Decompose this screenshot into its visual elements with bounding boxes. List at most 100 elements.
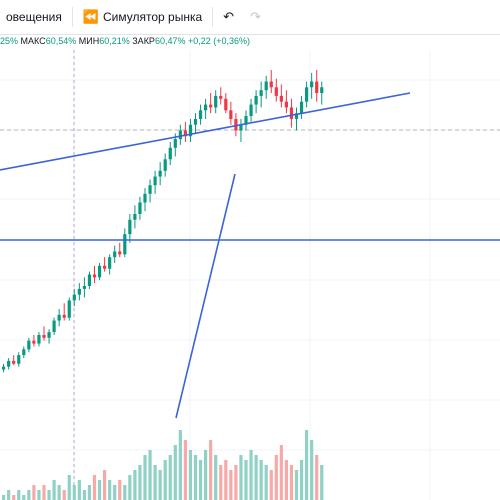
volume-bar	[183, 440, 187, 500]
candle-body	[12, 360, 16, 364]
undo-button[interactable]: ↶	[217, 0, 244, 34]
volume-bar	[193, 455, 198, 500]
candle-body	[163, 159, 167, 171]
volume-bar	[239, 455, 243, 500]
candle-body	[57, 314, 61, 321]
candle-body	[305, 87, 309, 102]
volume-bar	[143, 455, 147, 500]
candle-body	[32, 340, 36, 344]
volume-bar	[62, 490, 66, 500]
volume-bar	[67, 475, 71, 500]
candle-body	[294, 113, 299, 119]
volume-bar	[77, 480, 81, 500]
candle-body	[42, 334, 46, 338]
candle-body	[299, 101, 304, 114]
replay-label: Симулятор рынка	[103, 10, 203, 24]
candle-body	[2, 366, 6, 370]
volume-bar	[57, 485, 61, 500]
candle-body	[274, 87, 278, 96]
volume-bar	[320, 465, 324, 500]
candle-body	[72, 294, 76, 301]
volume-bar	[17, 490, 21, 500]
candle-body	[173, 139, 177, 148]
volume-bar	[284, 460, 288, 500]
candle-body	[87, 274, 92, 286]
volume-bar	[113, 485, 117, 500]
candle-body	[239, 124, 243, 131]
volume-bar	[123, 485, 127, 500]
volume-bar	[97, 480, 102, 500]
redo-button[interactable]: ↷	[244, 0, 271, 34]
candle-body	[219, 95, 223, 99]
candle-body	[168, 147, 172, 160]
ohlc-legend: 25% МАКС 60,54% МИН 60,21% ЗАКР 60,47% +…	[0, 36, 250, 50]
candle-body	[108, 257, 112, 269]
candle-body	[7, 360, 11, 367]
trendline	[0, 92, 411, 171]
candle-body	[244, 116, 248, 125]
volume-bar	[153, 465, 157, 500]
candle-body	[193, 118, 198, 125]
volume-bar	[103, 470, 107, 500]
volume-bar	[163, 460, 167, 500]
volume-bar	[42, 485, 46, 500]
candle-body	[214, 95, 218, 108]
volume-bar	[244, 460, 248, 500]
candle-body	[209, 104, 213, 108]
volume-bar	[249, 450, 253, 500]
volume-bar	[82, 490, 86, 500]
volume-bar	[118, 480, 122, 500]
volume-bar	[168, 455, 172, 500]
legend-low-label: МИН	[78, 36, 100, 46]
legend-low-value: 60,21%	[99, 36, 130, 46]
volume-bar	[7, 490, 11, 500]
volume-bar	[178, 430, 182, 500]
candle-body	[254, 95, 258, 105]
volume-bar	[158, 470, 162, 500]
volume-bar	[22, 495, 26, 500]
candle-body	[62, 314, 66, 318]
candle-body	[52, 320, 56, 333]
alerts-label: овещения	[6, 10, 62, 24]
candle-body	[27, 340, 31, 350]
candle-body	[188, 124, 193, 137]
candle-body	[143, 193, 147, 203]
volume-bar	[264, 465, 268, 500]
volume-bar	[188, 450, 193, 500]
candle-body	[249, 104, 253, 117]
candle-body	[204, 104, 208, 111]
replay-button[interactable]: ⏪ Симулятор рынка	[77, 0, 208, 34]
candle-body	[284, 101, 288, 108]
volume-bar	[138, 465, 142, 500]
candle-body	[315, 81, 319, 94]
legend-change: +0,22 (+0,36%)	[187, 36, 251, 46]
legend-close-value: 60,47%	[154, 36, 186, 46]
chart-toolbar: овещения ⏪ Симулятор рынка ↶ ↷	[0, 0, 500, 35]
candle-body	[103, 265, 107, 269]
legend-high-label: МАКС	[20, 36, 46, 46]
volume-bar	[289, 465, 294, 500]
candle-body	[264, 81, 268, 91]
volume-bar	[305, 430, 309, 500]
candle-body	[97, 265, 102, 278]
volume-bar	[214, 455, 218, 500]
volume-bar	[310, 440, 314, 500]
candle-body	[224, 98, 228, 111]
candle-body	[128, 219, 132, 235]
volume-bar	[269, 470, 273, 500]
volume-bar	[219, 465, 223, 500]
volume-bar	[27, 490, 31, 500]
price-chart[interactable]	[0, 50, 500, 500]
volume-bar	[299, 460, 304, 500]
candle-body	[123, 234, 127, 255]
volume-bar	[209, 440, 213, 500]
candle-body	[183, 130, 187, 137]
legend-open: 25%	[0, 36, 19, 46]
trendline	[175, 173, 236, 419]
volume-bar	[294, 470, 299, 500]
candle-body	[118, 251, 122, 255]
rewind-icon: ⏪	[82, 9, 100, 24]
volume-bar	[52, 480, 56, 500]
alerts-button[interactable]: овещения	[0, 0, 68, 34]
volume-bar	[259, 460, 263, 500]
